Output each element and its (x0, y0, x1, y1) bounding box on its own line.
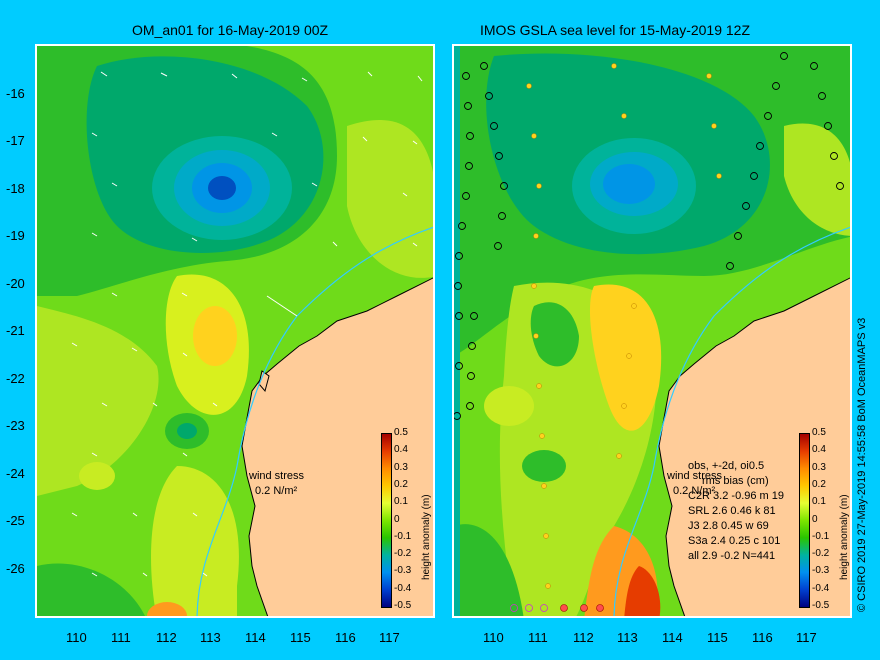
lon-label: 111 (528, 630, 548, 645)
lat-label: -18 (6, 181, 25, 196)
lat-label: -25 (6, 513, 25, 528)
lat-label: -21 (6, 323, 25, 338)
credit-text: © CSIRO 2019 27-May-2019 14:55:58 BoM Oc… (856, 317, 868, 612)
colorbar-tick-label: -0.5 (812, 600, 830, 611)
lat-label: -22 (6, 371, 25, 386)
colorbar-tick-label: -0.4 (812, 582, 830, 594)
lat-label: -26 (6, 561, 25, 576)
obs-stats-row: S3a 2.4 0.25 c 101 (688, 535, 781, 547)
colorbar-tick-label: -0.5 (394, 600, 412, 611)
lon-label: 111 (111, 630, 131, 645)
colorbar-title: height anomaly (m) (839, 494, 850, 580)
obs-stats-header: obs, +-2d, oi0.5 (688, 460, 765, 472)
lon-label: 117 (796, 630, 817, 645)
colorbar-tick-label: 0.5 (812, 427, 826, 438)
lon-label: 112 (573, 630, 594, 645)
lon-label: 110 (483, 630, 504, 645)
model-map-canvas (37, 46, 433, 616)
colorbar-tick-label: -0.2 (394, 548, 412, 560)
colorbar-tick-label: 0.4 (812, 444, 826, 456)
lon-label: 113 (617, 630, 638, 645)
wind-legend-value: 0.2 N/m² (255, 485, 298, 497)
lon-label: 112 (156, 630, 177, 645)
colorbar-tick-label: -0.1 (394, 530, 412, 542)
obs-stats-table: obs, +-2d, oi0.5 rms bias (cm) C2R 3.2 -… (688, 459, 784, 564)
colorbar-tick-label: 0 (812, 513, 818, 525)
colorbar-tick-label: -0.3 (394, 565, 412, 577)
obs-stats-row: C2R 3.2 -0.96 m 19 (688, 490, 784, 502)
lat-label: -23 (6, 418, 25, 433)
lon-label: 110 (66, 630, 87, 645)
lat-label: -24 (6, 466, 25, 481)
obs-stats-row: J3 2.8 0.45 w 69 (688, 520, 769, 532)
lon-label: 115 (290, 630, 311, 645)
lon-label: 113 (200, 630, 221, 645)
observed-sea-level-map (452, 44, 852, 618)
colorbar-tick-label: -0.2 (812, 548, 830, 560)
lon-label: 114 (245, 630, 266, 645)
colorbar-tick-label: -0.4 (394, 582, 412, 594)
colorbar-tick-label: 0 (394, 513, 400, 525)
wind-stress-legend-right: wind stress 0.2 N/m² (667, 469, 722, 499)
lon-label: 116 (752, 630, 773, 645)
colorbar-title: height anomaly (m) (421, 494, 432, 580)
model-sea-level-map (35, 44, 435, 618)
colorbar-tick-label: 0.2 (812, 478, 826, 490)
lat-label: -16 (6, 86, 25, 101)
observed-map-canvas (454, 46, 850, 616)
lon-label: 114 (662, 630, 683, 645)
lon-label: 115 (707, 630, 728, 645)
colorbar-tick-label: 0.2 (394, 478, 408, 490)
colorbar-tick-label: 0.1 (812, 496, 826, 508)
obs-stats-subheader: rms bias (cm) (702, 475, 769, 487)
left-panel-title: OM_an01 for 16-May-2019 00Z (132, 22, 329, 38)
wind-legend-title: wind stress (249, 470, 305, 482)
wind-stress-legend-left: wind stress 0.2 N/m² (249, 469, 304, 499)
colorbar-tick-label: -0.3 (812, 565, 830, 577)
wind-legend-title: wind stress (667, 470, 723, 482)
lon-label: 116 (335, 630, 356, 645)
lon-label: 117 (379, 630, 400, 645)
colorbar-tick-label: 0.3 (812, 461, 826, 473)
wind-legend-value: 0.2 N/m² (673, 485, 716, 497)
lat-label: -17 (6, 133, 25, 148)
obs-stats-row: all 2.9 -0.2 N=441 (688, 550, 776, 562)
lat-label: -20 (6, 276, 25, 291)
right-panel-title: IMOS GSLA sea level for 15-May-2019 12Z (480, 22, 751, 38)
obs-stats-row: SRL 2.6 0.46 k 81 (688, 505, 776, 517)
colorbar-tick-label: 0.4 (394, 444, 408, 456)
colorbar-tick-label: 0.3 (394, 461, 408, 473)
colorbar-tick-label: 0.1 (394, 496, 408, 508)
colorbar-tick-label: -0.1 (812, 530, 830, 542)
colorbar-tick-label: 0.5 (394, 427, 408, 438)
lat-label: -19 (6, 228, 25, 243)
